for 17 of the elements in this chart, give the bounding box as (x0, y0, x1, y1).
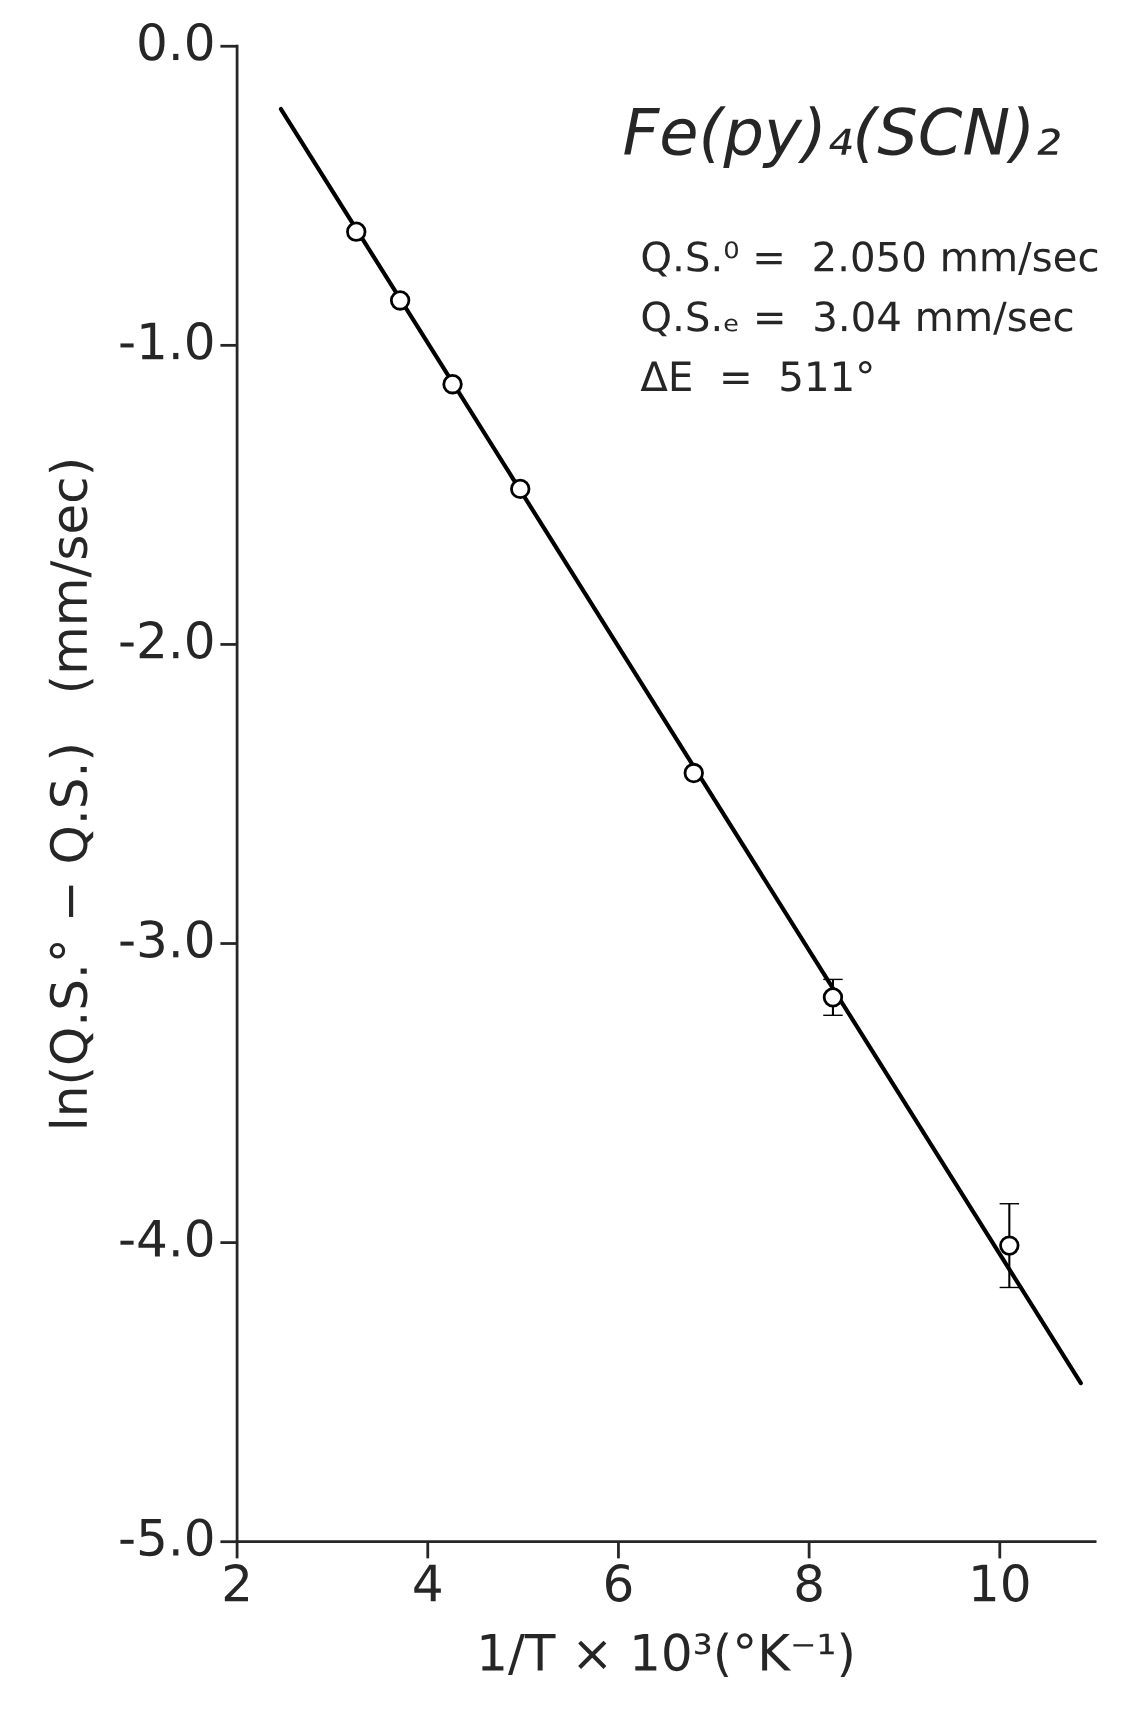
y-tick-label: 0.0 (139, 22, 213, 61)
y-tick-label: -5.0 (120, 1518, 213, 1557)
annotation: Q.S.ₑ = 3.04 mm/sec (642, 301, 1073, 337)
text: Fe(py)₄(SCN)₂ (624, 106, 1060, 168)
y-axis-title: ln(Q.S.° − Q.S.) (mm/sec) (48, 461, 94, 1127)
x-tick-label: 10 (973, 1564, 1029, 1602)
x-axis-title: 1/T × 10³(°K⁻¹) (481, 1632, 852, 1678)
annotation: ΔE = 511° (640, 361, 872, 392)
y-tick-label: -3.0 (120, 920, 213, 959)
annotation: Q.S.⁰ = 2.050 mm/sec (642, 241, 1098, 277)
x-tick-label: 6 (606, 1564, 632, 1602)
y-tick-label: -4.0 (120, 1219, 213, 1258)
x-tick-label: 4 (414, 1564, 441, 1602)
y-tick-label: -2.0 (120, 621, 213, 659)
x-tick-label: 8 (796, 1564, 822, 1602)
x-tick-label: 2 (224, 1564, 248, 1602)
y-tick-label: -1.0 (120, 322, 213, 360)
